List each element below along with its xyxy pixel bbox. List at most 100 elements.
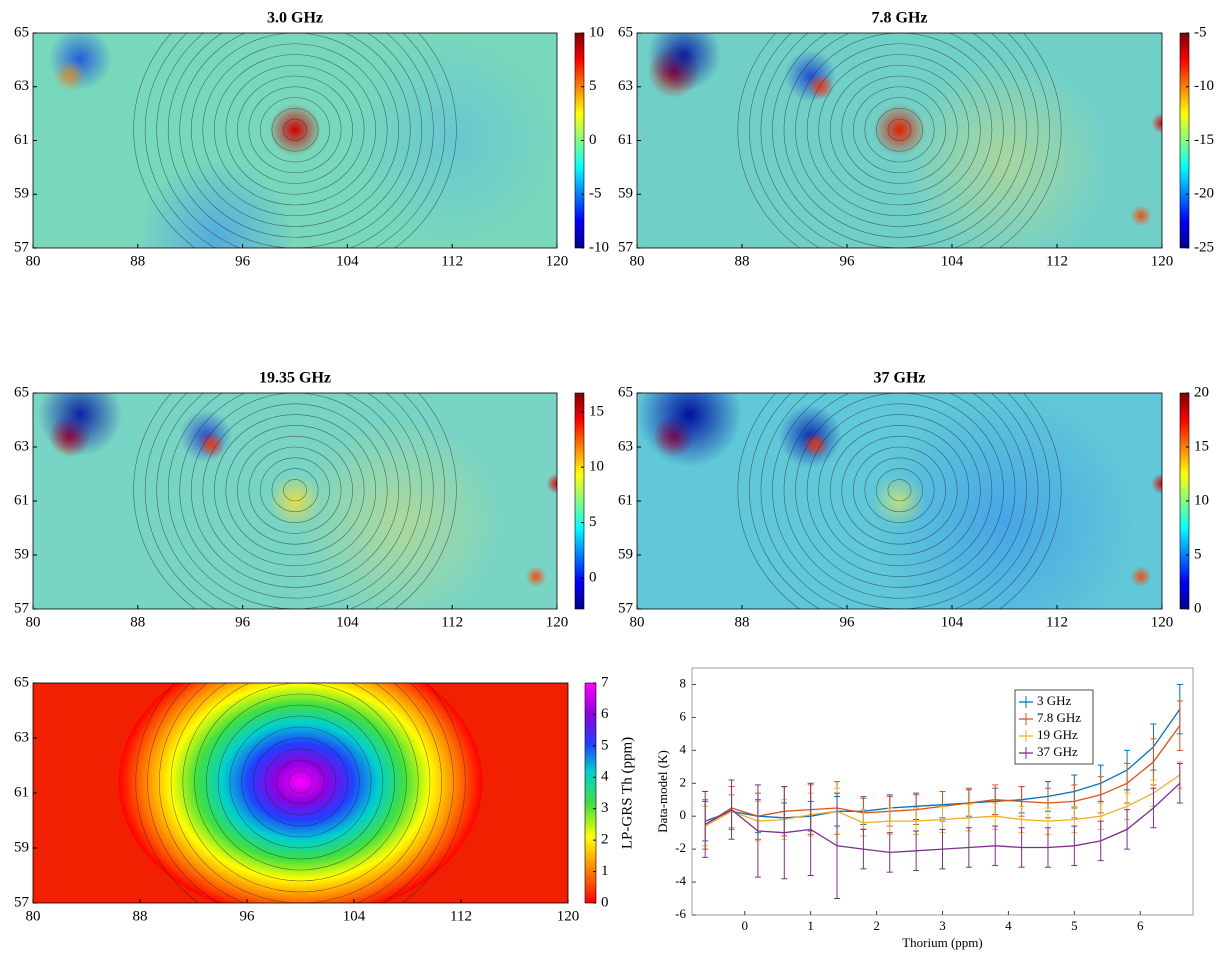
x-tick-label: 112	[441, 253, 463, 269]
error-bar	[1176, 763, 1183, 804]
map	[33, 683, 568, 903]
contour	[887, 479, 912, 502]
map-feature	[873, 393, 1136, 609]
contour	[783, 393, 1016, 599]
x-tick-label: 0	[741, 918, 748, 933]
map-feature	[38, 393, 123, 457]
contour	[190, 393, 400, 588]
y-tick-label: 61	[618, 492, 633, 508]
x-tick-label: 96	[235, 614, 251, 630]
contour	[283, 479, 307, 502]
y-tick-label: 63	[14, 438, 29, 454]
contour	[749, 33, 1050, 248]
contour	[818, 54, 981, 206]
x-tick-label: 3	[939, 918, 946, 933]
y-tick-label: 57	[14, 894, 30, 910]
contour	[806, 403, 993, 577]
contour	[202, 43, 388, 217]
contour	[260, 457, 330, 523]
contour	[190, 33, 400, 227]
contour	[264, 748, 337, 816]
contour	[179, 33, 411, 238]
error-bar	[702, 791, 709, 858]
x-tick-label: 80	[630, 614, 645, 630]
colorbar-tick-label: 7	[601, 674, 609, 690]
colorbar-tick-label: 5	[589, 78, 597, 94]
colorbar	[584, 682, 597, 904]
x-tick-label: 96	[235, 253, 251, 269]
map-feature	[525, 566, 547, 588]
x-tick-label: 80	[26, 614, 41, 630]
y-tick-label: 6	[680, 708, 687, 723]
x-tick-label: 88	[133, 908, 148, 924]
x-tick-label: 104	[941, 253, 964, 269]
contour	[772, 393, 1027, 609]
map-feature	[1130, 566, 1152, 588]
map-feature	[347, 35, 557, 246]
colorbar-tick-label: 3	[601, 800, 609, 816]
y-tick-label: -4	[675, 873, 686, 888]
y-tick-label: 61	[618, 132, 633, 148]
contour	[829, 425, 970, 556]
contour	[283, 118, 307, 141]
contour	[167, 393, 423, 609]
colorbar-tick-label: 0	[589, 569, 597, 585]
y-tick-label: 63	[14, 78, 29, 94]
colorbar-tick-label: 10	[1194, 492, 1209, 508]
x-tick-label: 88	[735, 614, 750, 630]
x-tick-label: 112	[441, 614, 463, 630]
x-tick-label: 104	[336, 253, 359, 269]
chart-title: 19.35 GHz	[259, 370, 331, 387]
y-tick-label: 59	[14, 546, 29, 562]
contour	[241, 726, 360, 838]
x-tick-label: 88	[735, 253, 750, 269]
y-tick-label: -6	[675, 906, 686, 921]
contour	[841, 75, 958, 184]
x-tick-label: 112	[450, 908, 472, 924]
legend-label: 37 GHz	[1037, 744, 1078, 759]
contour	[237, 75, 353, 184]
x-tick-label: 120	[546, 253, 569, 269]
colorbar-tick-label: -10	[1194, 78, 1214, 94]
colorbar-tick-label: 2	[601, 832, 609, 848]
map-feature	[295, 417, 505, 609]
contour	[737, 33, 1062, 248]
contour	[182, 683, 419, 893]
y-tick-label: 63	[618, 78, 633, 94]
x-tick-label: 120	[557, 908, 580, 924]
y-tick-label: 0	[680, 807, 687, 822]
series-line	[704, 782, 1181, 854]
contour	[214, 414, 376, 567]
contour	[248, 86, 342, 174]
contour	[852, 446, 946, 534]
colorbar-tick-label: 0	[601, 894, 609, 910]
colorbar-tick-label: 10	[589, 24, 604, 40]
y-tick-label: 59	[618, 546, 633, 562]
y-tick-label: 65	[14, 384, 29, 400]
contour	[217, 704, 384, 860]
contour	[144, 393, 446, 609]
x-tick-label: 120	[546, 614, 569, 630]
contour	[737, 393, 1062, 609]
contour	[206, 693, 395, 871]
map	[33, 33, 557, 248]
colorbar-tick-label: 0	[589, 132, 597, 148]
map-feature	[807, 73, 834, 100]
colorbar-tick-label: -25	[1194, 239, 1214, 255]
map-feature	[802, 431, 829, 458]
map-feature	[637, 393, 742, 468]
map	[33, 393, 557, 609]
chart-title: 37 GHz	[874, 370, 926, 387]
x-tick-label: 96	[840, 614, 856, 630]
x-tick-label: 1	[807, 918, 814, 933]
colorbar-tick-label: 5	[1194, 546, 1202, 562]
legend-label: 3 GHz	[1037, 693, 1072, 708]
map-feature	[1151, 473, 1162, 495]
colorbar-tick-label: 0	[1194, 600, 1202, 616]
contour	[760, 393, 1039, 609]
contour	[772, 33, 1027, 248]
x-tick-label: 5	[1071, 918, 1078, 933]
map-anomaly	[118, 683, 483, 903]
x-tick-label: 2	[873, 918, 880, 933]
contour	[749, 393, 1050, 609]
